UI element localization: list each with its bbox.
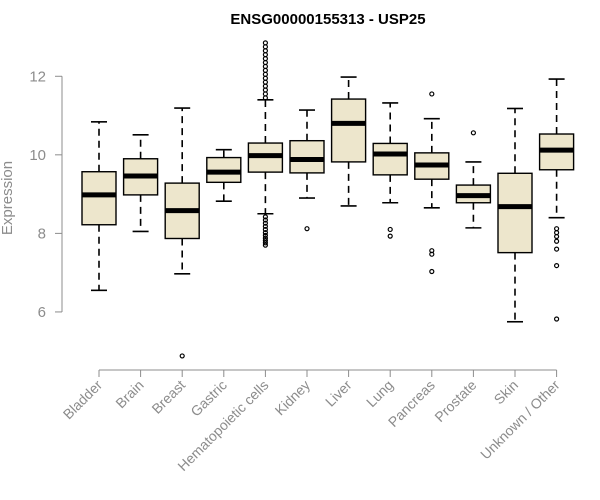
outlier-point <box>262 230 268 236</box>
x-tick-label: Bladder <box>60 377 106 423</box>
outlier-point <box>553 226 560 232</box>
x-tick-label: Prostate <box>431 377 479 425</box>
outlier-point <box>262 232 268 238</box>
outlier-point <box>429 248 435 254</box>
x-tick-label: Liver <box>322 377 355 410</box>
outlier-point <box>179 353 185 359</box>
x-tick-label: Brain <box>112 377 146 411</box>
x-tick-label: Breast <box>148 377 188 417</box>
outlier-point <box>553 262 560 269</box>
y-tick-label: 6 <box>38 304 46 321</box>
y-tick-label: 12 <box>29 68 46 85</box>
outlier-point <box>553 316 560 322</box>
y-tick-label: 8 <box>38 225 46 242</box>
outlier-point <box>262 237 268 244</box>
outlier-point <box>387 233 393 239</box>
outlier-point <box>262 40 268 46</box>
outlier-point <box>262 223 268 229</box>
y-axis-label: Expression <box>0 161 16 235</box>
outlier-point <box>262 214 268 220</box>
outlier-point <box>304 226 310 232</box>
outlier-point <box>470 130 476 136</box>
outlier-point <box>262 220 268 226</box>
box <box>372 142 408 176</box>
outlier-point <box>387 226 393 233</box>
outlier-point <box>262 235 268 241</box>
y-tick-label: 10 <box>29 147 46 164</box>
outlier-point <box>429 91 435 97</box>
box <box>81 171 117 226</box>
outlier-point <box>262 217 268 223</box>
outlier-point <box>553 246 560 252</box>
box <box>330 98 367 163</box>
box <box>289 139 325 174</box>
x-tick-label: Unknown / Other <box>477 377 563 463</box>
outlier-point <box>262 226 268 233</box>
outlier-point <box>262 242 268 248</box>
chart-title: ENSG00000155313 - USP25 <box>230 11 425 28</box>
x-tick-label: Kidney <box>272 377 314 419</box>
outlier-point <box>553 238 560 244</box>
outlier-point <box>429 268 435 275</box>
outlier-point <box>262 240 268 246</box>
x-tick-label: Skin <box>491 377 522 408</box>
x-tick-label: Lung <box>363 377 396 410</box>
box <box>497 172 533 254</box>
